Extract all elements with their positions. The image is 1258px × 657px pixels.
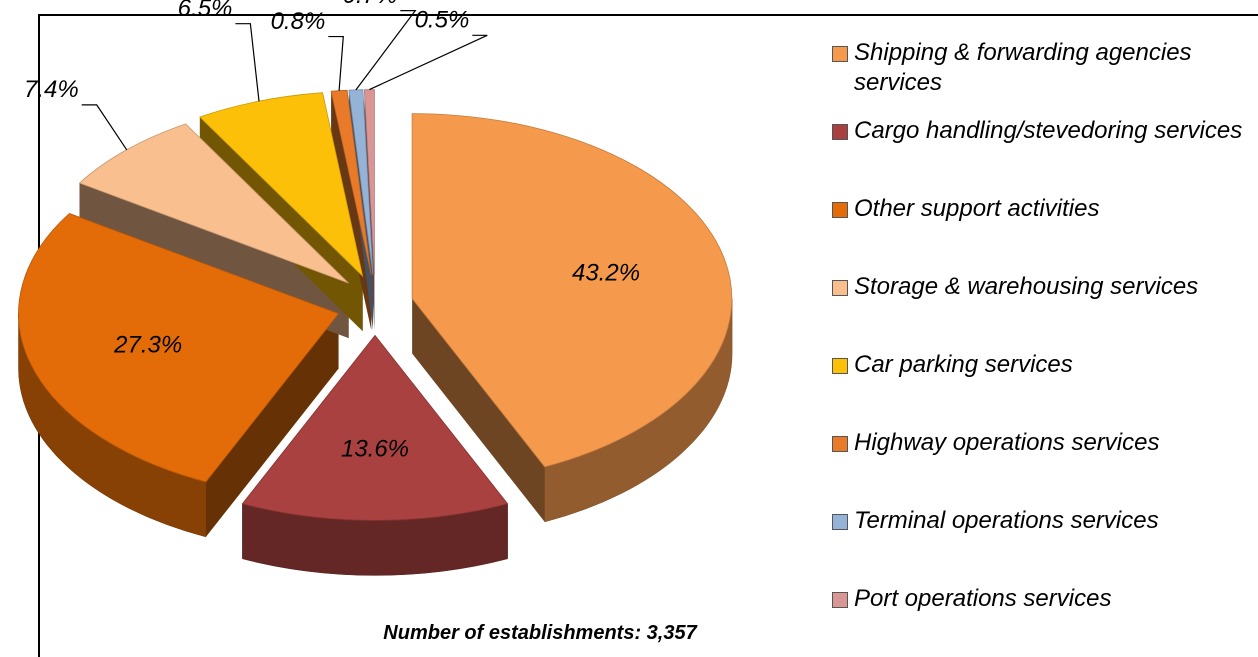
slice xyxy=(241,334,509,521)
annotation: Number of establishments: 3,357 xyxy=(383,622,697,644)
data-label: 6.5% xyxy=(178,0,233,22)
legend-swatch xyxy=(832,124,848,140)
legend-item: Car parking services xyxy=(832,350,1252,380)
legend-item: Highway operations services xyxy=(832,428,1252,458)
legend-swatch xyxy=(832,436,848,452)
data-label: 0.5% xyxy=(415,7,470,34)
slice-wall xyxy=(205,313,339,537)
legend-swatch xyxy=(832,358,848,374)
legend-swatch xyxy=(832,592,848,608)
slice xyxy=(78,123,349,284)
legend-item: Shipping & forwarding agencies services xyxy=(832,38,1252,98)
slice xyxy=(348,89,374,275)
data-label: 13.6% xyxy=(341,435,409,462)
slice-wall xyxy=(412,298,545,522)
legend-swatch xyxy=(832,202,848,218)
leader-line xyxy=(328,35,344,91)
data-label: 7.4% xyxy=(24,76,79,103)
legend-item: Other support activities xyxy=(832,194,1252,224)
slice xyxy=(363,89,375,275)
data-label: 0.8% xyxy=(271,8,326,35)
legend-label: Highway operations services xyxy=(854,429,1160,456)
leader-line xyxy=(235,23,260,102)
legend-swatch xyxy=(832,514,848,530)
legend-label: Other support activities xyxy=(854,195,1100,222)
legend-item: Terminal operations services xyxy=(832,506,1252,536)
legend-label: Car parking services xyxy=(854,351,1073,378)
legend-item: Cargo handling/stevedoring services xyxy=(832,116,1252,146)
legend-swatch xyxy=(832,280,848,296)
data-label: 43.2% xyxy=(572,260,640,287)
slice xyxy=(411,113,733,468)
legend-item: Port operations services xyxy=(832,584,1252,614)
legend-label: Shipping & forwarding agencies services xyxy=(854,39,1192,96)
leader-line xyxy=(355,10,417,91)
legend-label: Cargo handling/stevedoring services xyxy=(854,117,1243,144)
legend-item: Storage & warehousing services xyxy=(832,272,1252,302)
pie-area: 43.2% 13.6% 27.3% 7.4% 6.5% 0.8% 0.7% 0.5% xyxy=(18,0,733,576)
data-label: 27.3% xyxy=(113,331,182,358)
slice xyxy=(199,92,364,278)
legend-label: Terminal operations services xyxy=(854,507,1159,534)
data-label: 0.7% xyxy=(343,0,398,9)
legend-label: Port operations services xyxy=(854,585,1112,612)
slice xyxy=(18,213,340,483)
legend-label: Storage & warehousing services xyxy=(854,273,1199,300)
legend-swatch xyxy=(832,46,848,62)
leader-line xyxy=(81,104,128,151)
leader-line xyxy=(369,34,488,91)
